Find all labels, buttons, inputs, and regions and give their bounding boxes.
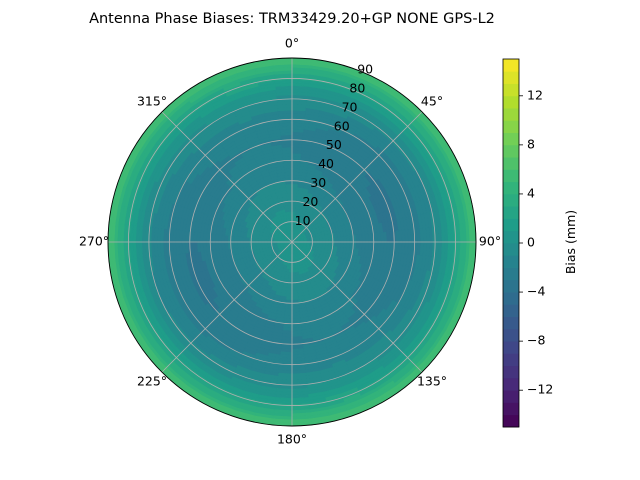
bias-cell [328, 237, 333, 243]
zenith-tick-label: 60 [334, 118, 350, 133]
colorbar-tick-label: 8 [527, 136, 535, 151]
zenith-tick-label: 50 [326, 137, 342, 152]
colorbar-level [503, 230, 519, 244]
colorbar-level [503, 83, 519, 97]
azimuth-tick-label: 90° [479, 234, 501, 249]
colorbar-tick-label: −8 [527, 333, 545, 348]
colorbar-level [503, 95, 519, 109]
bias-cell [251, 241, 256, 247]
azimuth-tick-labels: 0° 45° 90° 135° 180° 225° 270° 315° [79, 36, 501, 447]
bias-cell [316, 238, 320, 243]
azimuth-tick-label: 0° [285, 36, 299, 51]
colorbar-level [503, 169, 519, 183]
azimuth-tick-label: 225° [137, 374, 167, 389]
colorbar-tick-label: 0 [527, 235, 535, 250]
azimuth-grid-spoke [291, 111, 423, 243]
colorbar-level [503, 414, 519, 428]
colorbar-level [503, 218, 519, 232]
bias-cell [328, 241, 333, 247]
azimuth-tick-label: 180° [277, 432, 307, 447]
colorbar: −12 −8 −4 0 4 8 12 [502, 58, 553, 428]
azimuth-tick-label: 270° [79, 234, 109, 249]
colorbar-level [503, 377, 519, 391]
colorbar-level [503, 341, 519, 354]
bias-cell [287, 201, 293, 206]
bias-cell [287, 204, 293, 209]
bias-cell [287, 278, 293, 283]
colorbar-tick-label: −12 [527, 382, 553, 397]
colorbar-label: Bias (mm) [563, 210, 578, 274]
bias-cell [264, 241, 268, 246]
colorbar-level [503, 181, 519, 195]
bias-cell [325, 237, 330, 243]
colorbar-level [503, 279, 519, 293]
zenith-tick-label: 40 [318, 156, 334, 171]
colorbar-level [503, 193, 519, 207]
chart-title: Antenna Phase Biases: TRM33429.20+GP NON… [89, 11, 495, 27]
colorbar-tick-label: 12 [527, 87, 543, 102]
colorbar-level [503, 59, 519, 72]
azimuth-tick-label: 315° [137, 93, 167, 108]
colorbar-level [503, 144, 519, 158]
bias-cell [288, 207, 293, 212]
zenith-tick-label: 80 [349, 81, 365, 96]
bias-cell [291, 272, 296, 277]
bias-cell [254, 241, 259, 247]
colorbar-level [503, 71, 519, 84]
colorbar-level [503, 304, 519, 317]
bias-cell [288, 214, 293, 218]
bias-cell [291, 266, 296, 270]
bias-cell [322, 238, 327, 243]
bias-cell [319, 238, 323, 243]
bias-cell [288, 211, 293, 215]
zenith-tick-label: 20 [302, 194, 318, 209]
zenith-tick-label: 10 [295, 213, 311, 228]
colorbar-level [503, 292, 519, 305]
bias-cell [291, 269, 296, 273]
azimuth-grid-spoke [161, 241, 293, 373]
bias-cell [251, 237, 256, 243]
colorbar-level [503, 316, 519, 330]
colorbar-level [503, 402, 519, 416]
colorbar-level [503, 120, 519, 133]
colorbar-level [503, 390, 519, 403]
zenith-tick-label: 70 [342, 99, 358, 114]
colorbar-level [503, 108, 519, 121]
bias-cell [325, 241, 330, 247]
bias-cell [291, 275, 297, 280]
colorbar-level [503, 132, 519, 146]
bias-cell [291, 201, 297, 206]
bias-cell [291, 204, 297, 209]
polar-frame [107, 57, 477, 427]
colorbar-level [503, 255, 519, 268]
colorbar-level [503, 206, 519, 219]
bias-cell [291, 278, 297, 283]
colorbar-level [503, 365, 519, 379]
zenith-tick-label: 30 [310, 175, 326, 190]
colorbar-tick-label: −4 [527, 284, 545, 299]
bias-cell [254, 237, 259, 243]
colorbar-tick-label: 4 [527, 185, 535, 200]
bias-cell [287, 275, 293, 280]
colorbar-level [503, 267, 519, 281]
colorbar-level [503, 353, 519, 367]
bias-cell [257, 241, 262, 246]
zenith-tick-labels: 10 20 30 40 50 60 70 80 90 [295, 62, 374, 228]
zenith-tick-label: 90 [357, 62, 373, 77]
polar-grid [108, 58, 476, 426]
colorbar-level [503, 328, 519, 342]
azimuth-tick-label: 135° [417, 374, 447, 389]
bias-cell [261, 241, 265, 246]
azimuth-tick-label: 45° [421, 93, 443, 108]
colorbar-level [503, 157, 519, 170]
azimuth-grid-spoke [161, 111, 293, 243]
colorbar-level [503, 243, 519, 256]
azimuth-grid-spoke [291, 241, 423, 373]
